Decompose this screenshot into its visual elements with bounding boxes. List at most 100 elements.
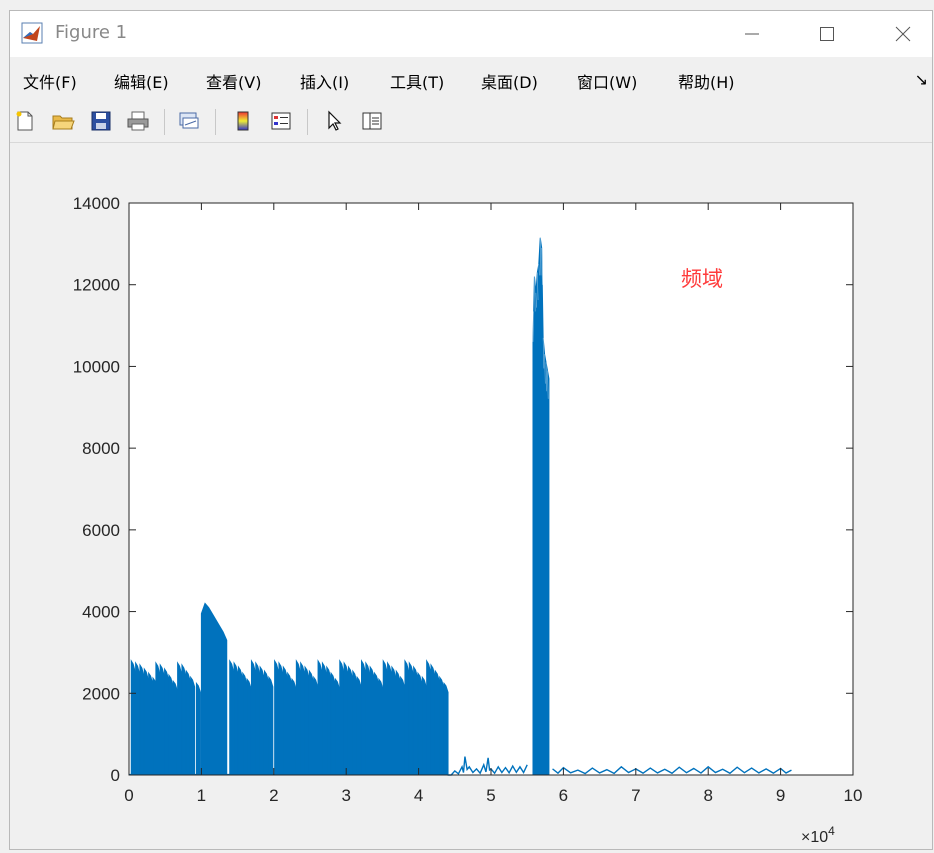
series-spike	[250, 659, 256, 776]
toolbar-separator	[307, 109, 308, 135]
series-spike	[237, 665, 243, 776]
series-spike	[430, 663, 436, 776]
series-spike	[439, 675, 445, 776]
series-spike	[382, 659, 388, 776]
series-spike	[391, 665, 397, 776]
series-spike	[434, 669, 440, 776]
series-spike	[356, 675, 362, 776]
menu-desktop[interactable]: 桌面(D)	[481, 73, 538, 92]
close-icon	[895, 26, 911, 42]
series-band-texture	[547, 370, 549, 399]
series-spike	[177, 661, 183, 776]
annotation-text: 频域	[681, 268, 723, 291]
menu-overflow-icon[interactable]: ↘	[914, 70, 928, 89]
series-spike	[295, 659, 301, 776]
series-spike	[417, 671, 423, 776]
toolbar-separator	[215, 109, 216, 135]
series-spike	[246, 677, 252, 776]
series-spike	[229, 659, 235, 776]
series-spike	[308, 669, 314, 776]
series-spike	[181, 663, 187, 776]
x-tick-label: 0	[124, 786, 133, 805]
y-tick-label: 8000	[82, 439, 120, 458]
series-spike	[259, 665, 265, 776]
series-spike	[400, 675, 406, 776]
series-spike	[185, 669, 191, 776]
series-spike	[369, 665, 375, 776]
series-spike	[300, 661, 306, 776]
x-tick-label: 5	[486, 786, 495, 805]
menu-tools[interactable]: 工具(T)	[390, 73, 445, 92]
menu-edit[interactable]: 编辑(E)	[114, 73, 169, 92]
series-spike	[242, 671, 248, 776]
y-tick-label: 4000	[82, 603, 120, 622]
x-tick-label: 1	[197, 786, 206, 805]
y-tick-label: 2000	[82, 684, 120, 703]
series-spike	[365, 661, 371, 776]
series-spike	[190, 675, 196, 776]
menu-file[interactable]: 文件(F)	[23, 73, 77, 92]
series-spike	[139, 663, 145, 776]
series-spike	[361, 659, 367, 776]
series-band-texture	[539, 237, 542, 276]
x-tick-label: 3	[341, 786, 350, 805]
maximize-button[interactable]	[807, 17, 847, 51]
series-spike	[164, 667, 170, 776]
insert-legend-icon[interactable]	[269, 109, 293, 133]
minimize-button[interactable]	[732, 17, 772, 51]
print-icon[interactable]	[126, 109, 150, 133]
close-button[interactable]	[883, 17, 923, 51]
series-spike	[330, 671, 336, 776]
menu-help[interactable]: 帮助(H)	[678, 73, 735, 92]
series-spike	[168, 673, 174, 776]
save-icon[interactable]	[89, 109, 113, 133]
series-spike	[378, 677, 384, 776]
x-exponent-base: ×10	[801, 829, 828, 846]
series-spike	[274, 659, 280, 776]
series-spike	[404, 659, 410, 776]
edit-plot-pointer-icon[interactable]	[323, 109, 347, 133]
series-band-texture	[541, 247, 543, 285]
plot-svg[interactable]: 0 1 2 3 4 5 6 7 8 9 10 0 2000 4000 6000 8000 10000 12000…	[10, 143, 932, 849]
series-spike	[443, 681, 449, 776]
menu-insert[interactable]: 插入(I)	[300, 73, 350, 92]
series-spike	[347, 665, 353, 776]
series-band-texture	[538, 264, 540, 276]
menu-window[interactable]: 窗口(W)	[577, 73, 638, 92]
menu-view[interactable]: 查看(V)	[206, 73, 262, 92]
series-spike	[135, 661, 141, 776]
series-band-texture	[532, 311, 535, 342]
series-spike	[195, 681, 201, 776]
insert-colorbar-icon[interactable]	[231, 109, 255, 133]
series-spike	[255, 661, 261, 776]
series-spike	[313, 675, 319, 776]
series-spike	[291, 677, 297, 776]
series-band-texture	[537, 272, 539, 301]
series-spike	[159, 663, 165, 776]
y-axis: 0 2000 4000 6000 8000 10000 12000 14000	[73, 194, 853, 785]
x-tick-label: 8	[703, 786, 712, 805]
series-spike	[172, 679, 178, 776]
series-spike	[334, 677, 340, 776]
property-inspector-icon[interactable]	[360, 109, 384, 133]
x-tick-label: 9	[776, 786, 785, 805]
x-exponent-label: ×104	[801, 824, 835, 846]
series-spike	[233, 661, 239, 776]
new-figure-icon[interactable]	[13, 109, 37, 133]
series-band-texture	[542, 337, 545, 369]
x-tick-label: 10	[844, 786, 863, 805]
open-file-icon[interactable]	[51, 109, 75, 133]
x-exponent-power: 4	[828, 824, 835, 838]
matlab-logo-icon	[21, 22, 43, 44]
link-plot-icon[interactable]	[177, 109, 201, 133]
title-bar[interactable]: Figure 1	[10, 11, 932, 57]
series-spike	[321, 661, 327, 776]
series-spike	[130, 659, 136, 776]
y-tick-label: 12000	[73, 276, 120, 295]
axes-background	[129, 203, 853, 775]
series-spike	[282, 665, 288, 776]
x-tick-label: 2	[269, 786, 278, 805]
series-spike	[395, 669, 401, 776]
x-tick-label: 6	[559, 786, 568, 805]
series-spike	[413, 665, 419, 776]
